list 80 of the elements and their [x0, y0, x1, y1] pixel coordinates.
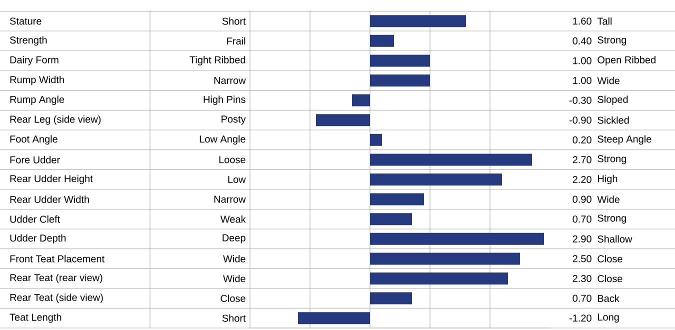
- y-tick-label: Udder Depth: [10, 234, 66, 244]
- text: High Pins: [204, 96, 246, 105]
- text: Tall: [597, 17, 612, 25]
- data-label: 1.60: [573, 18, 592, 25]
- data-label: 2.30: [572, 274, 592, 282]
- text: Posty: [222, 116, 246, 125]
- bar: [370, 272, 508, 285]
- y-tick-label: Rear Udder Height: [10, 174, 93, 184]
- bar: [370, 34, 394, 47]
- text: Low: [228, 176, 246, 183]
- data-label: 0.90: [572, 196, 592, 203]
- text: Frail: [227, 37, 246, 45]
- text: Close: [598, 274, 622, 282]
- text: Short: [222, 314, 246, 322]
- text: Weak: [220, 215, 246, 223]
- data-label: -0.90: [569, 116, 592, 124]
- bar: [370, 74, 430, 86]
- y-tick-label: Foot Angle: [10, 135, 58, 145]
- y-tick-label: Front Teat Placement: [10, 255, 104, 262]
- bar: [370, 232, 544, 245]
- bar: [370, 292, 412, 304]
- bar: [370, 54, 430, 67]
- text: Steep Angle: [598, 135, 652, 145]
- data-label: 1.00: [573, 76, 592, 84]
- text: Shallow: [598, 235, 632, 243]
- text: Wide: [223, 274, 246, 282]
- bar: [370, 154, 532, 166]
- text: Long: [598, 314, 619, 323]
- y-tick-label: Rear Udder Width: [10, 196, 89, 203]
- data-label: 2.20: [572, 176, 592, 184]
- text: Strong: [598, 36, 626, 46]
- text: Sloped: [598, 96, 628, 105]
- text: Strong: [598, 155, 626, 164]
- text: Back: [598, 294, 620, 302]
- bar: [298, 312, 370, 324]
- y-tick-label: Rump Width: [10, 76, 64, 86]
- bar: [370, 193, 424, 206]
- y-tick-label: Strength: [10, 36, 47, 46]
- data-label: 0.20: [572, 136, 592, 144]
- y-tick-label: Stature: [10, 18, 42, 25]
- text: Wide: [597, 196, 620, 203]
- data-label: 2.70: [572, 156, 592, 164]
- text: Loose: [219, 156, 246, 164]
- text: High: [598, 174, 618, 184]
- text: Wide: [597, 76, 620, 84]
- bar: [352, 94, 370, 106]
- data-label: 0.70: [572, 216, 592, 223]
- y-tick-label: Udder Cleft: [10, 215, 60, 223]
- text: Tight Ribbed: [190, 56, 246, 66]
- y-tick-label: Fore Udder: [10, 156, 60, 164]
- data-label: 2.90: [572, 235, 592, 242]
- text: Close: [220, 294, 246, 302]
- data-label: 0.70: [572, 294, 592, 302]
- text: Sickled: [598, 116, 629, 124]
- text: Close: [598, 255, 622, 262]
- text: Strong: [598, 214, 626, 224]
- data-label: 1.00: [573, 57, 592, 64]
- data-label: 0.40: [572, 37, 592, 44]
- y-tick-label: Dairy Form: [10, 56, 58, 66]
- y-tick-label: Teat Length: [10, 313, 62, 323]
- bar: [370, 134, 382, 146]
- bar: [370, 252, 520, 265]
- text: Wide: [223, 255, 246, 262]
- text: Deep: [222, 234, 246, 244]
- bar: [370, 15, 466, 28]
- y-tick-label: Rear Leg (side view): [10, 115, 101, 125]
- text: Narrow: [214, 196, 246, 203]
- data-label: -1.20: [569, 314, 592, 322]
- y-tick-label: Rear Teat (rear view): [10, 274, 102, 284]
- text: Low Angle: [200, 135, 246, 145]
- y-tick-label: Rear Teat (side view): [10, 294, 103, 303]
- data-label: -0.30: [569, 96, 592, 104]
- y-tick-label: Rump Angle: [10, 96, 64, 105]
- text: Narrow: [214, 77, 246, 84]
- data-label: 2.50: [572, 255, 592, 262]
- bar: [370, 213, 412, 226]
- text: Short: [222, 17, 246, 25]
- bar: [370, 174, 502, 186]
- bar: [316, 114, 370, 126]
- text: Open Ribbed: [598, 56, 656, 66]
